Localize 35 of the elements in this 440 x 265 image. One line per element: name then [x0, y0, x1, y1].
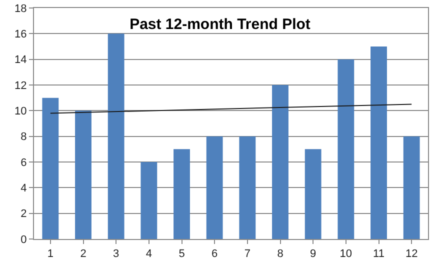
- bar: [370, 46, 387, 239]
- bar: [338, 59, 354, 239]
- x-tick-label: 12: [405, 248, 418, 260]
- y-tick-label: 0: [20, 234, 27, 246]
- y-tick-label: 16: [14, 28, 27, 41]
- x-tick-label: 5: [178, 248, 185, 260]
- bar: [206, 136, 223, 239]
- x-tick-label: 6: [212, 248, 218, 260]
- x-tick-label: 4: [146, 248, 152, 260]
- x-tick-label: 9: [310, 248, 316, 260]
- y-tick-label: 10: [14, 106, 27, 118]
- bar: [108, 34, 124, 239]
- y-tick-label: 2: [20, 208, 27, 220]
- y-tick-label: 12: [14, 80, 27, 92]
- bar: [174, 149, 190, 239]
- bar: [272, 85, 288, 239]
- x-tick-label: 2: [80, 248, 86, 260]
- x-tick-label: 11: [373, 248, 384, 260]
- x-tick-label: 3: [113, 248, 120, 260]
- bar: [403, 136, 420, 239]
- y-tick-label: 4: [20, 182, 27, 195]
- bar: [239, 136, 256, 239]
- x-tick-label: 10: [340, 248, 352, 260]
- bar: [42, 98, 59, 239]
- y-tick-label: 14: [14, 54, 27, 66]
- x-tick-label: 7: [244, 248, 250, 260]
- bar: [140, 162, 158, 239]
- bar: [304, 149, 322, 239]
- x-tick-label: 1: [47, 248, 54, 260]
- y-tick-label: 8: [20, 131, 27, 144]
- x-tick-label: 8: [277, 248, 284, 260]
- y-tick-label: 18: [14, 2, 27, 15]
- bar: [75, 110, 92, 239]
- y-tick-label: 6: [20, 156, 27, 169]
- text: Past 12-month Trend Plot: [130, 16, 310, 34]
